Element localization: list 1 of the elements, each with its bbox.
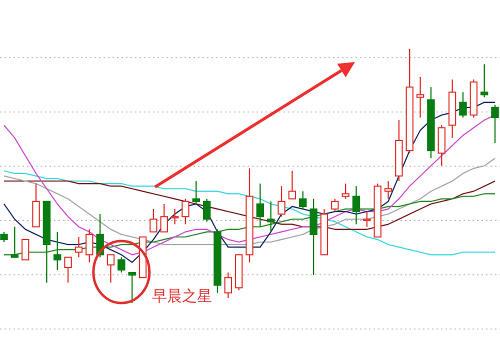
annotation: 早晨之星	[152, 287, 212, 305]
